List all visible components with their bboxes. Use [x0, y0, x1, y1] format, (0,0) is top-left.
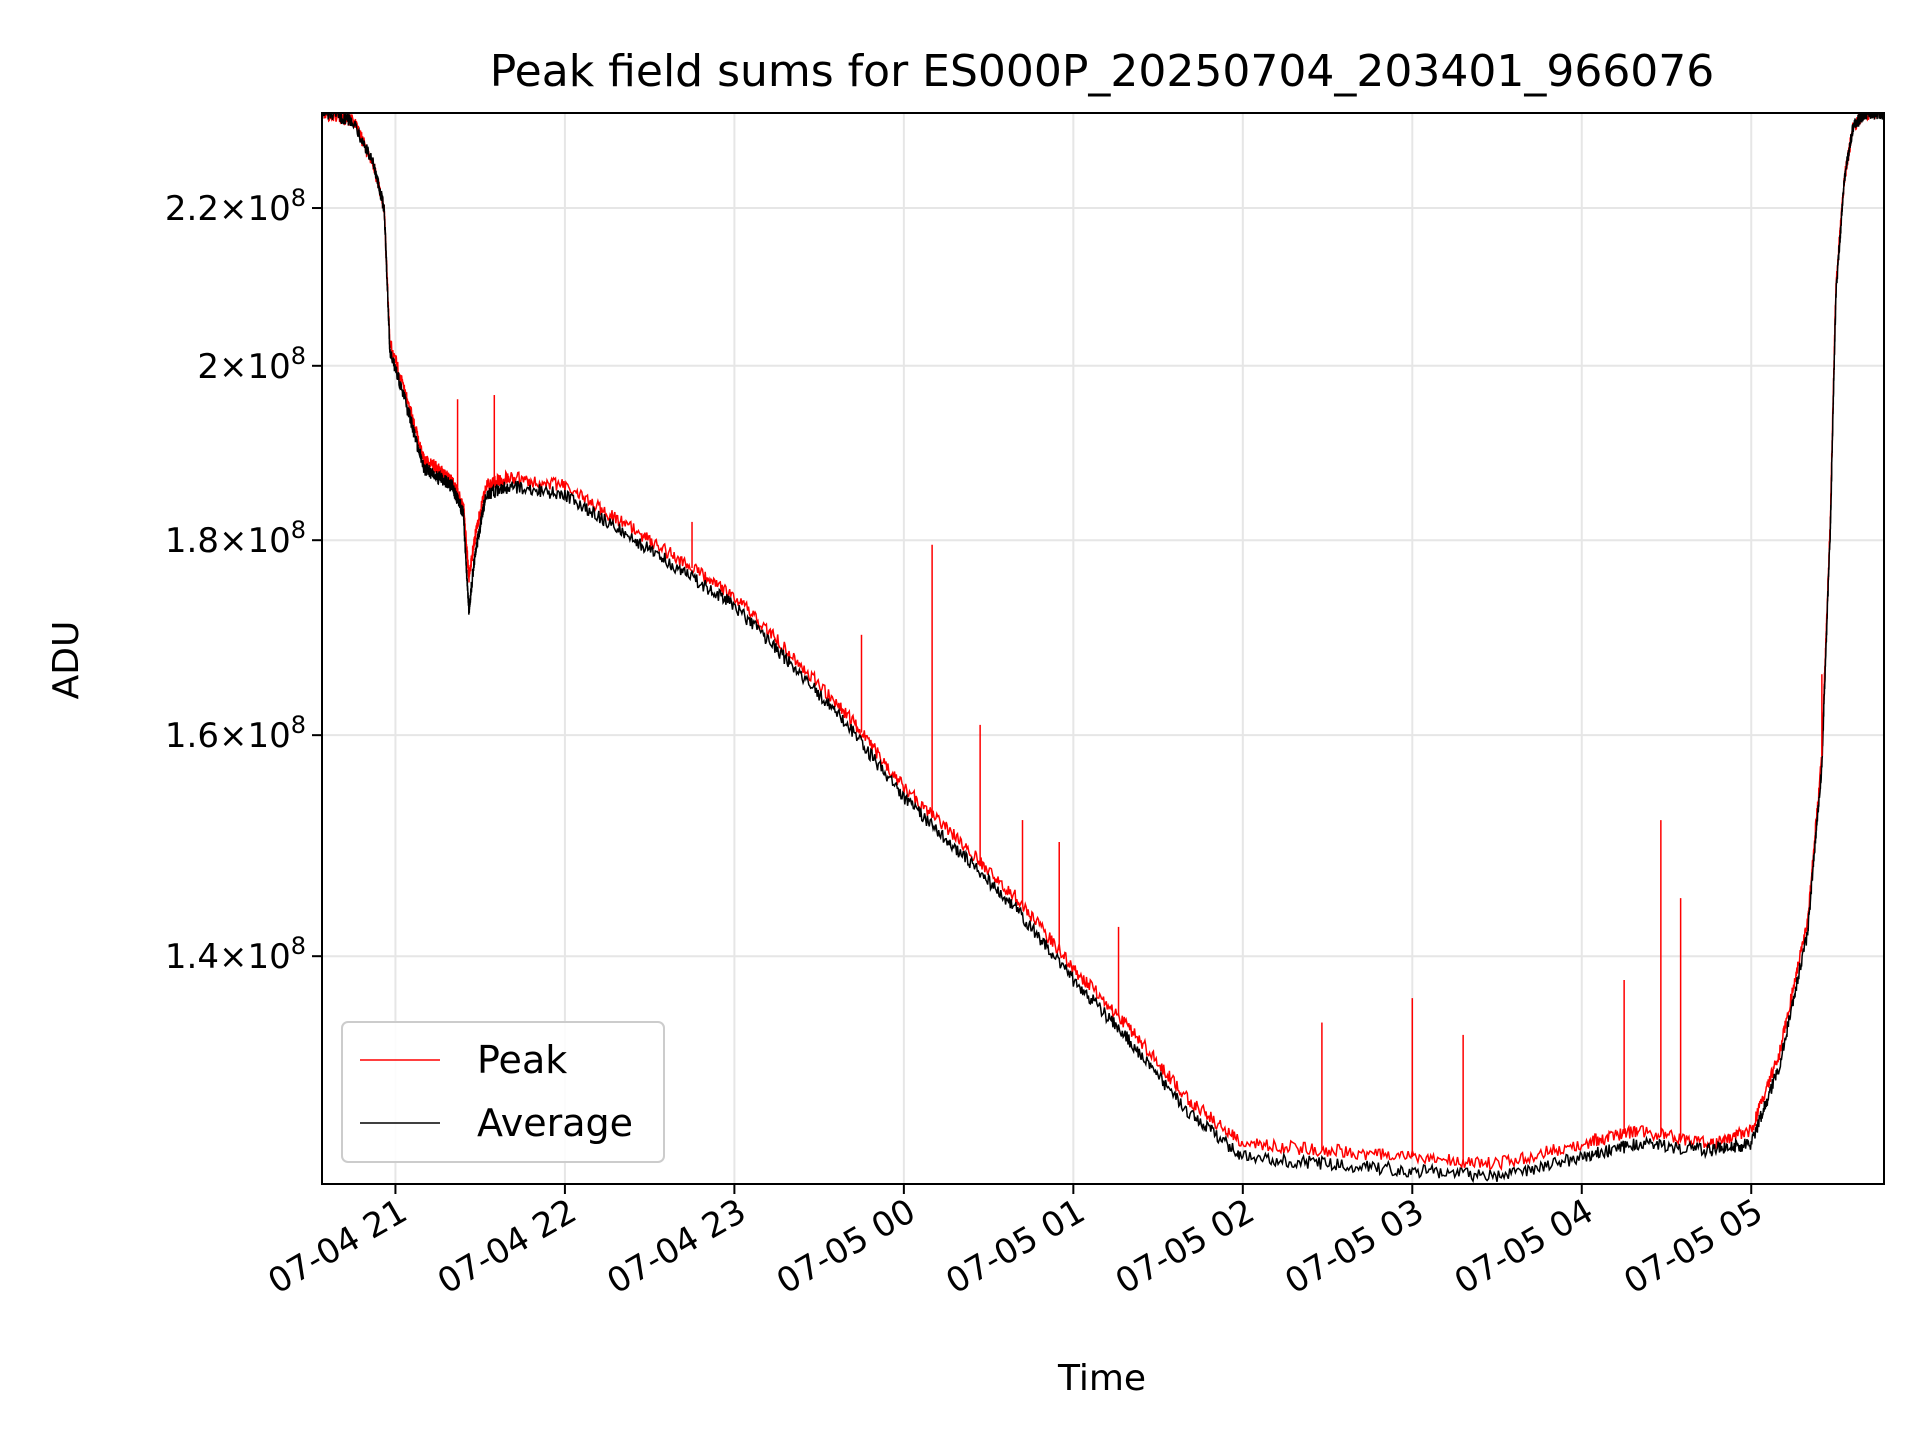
y-tick-label: 1.4×108: [165, 932, 306, 977]
axes-frame: [321, 112, 1885, 1185]
series-line-average: [322, 113, 1884, 1184]
y-tick-label: 1.8×108: [165, 516, 306, 561]
y-axis: 2.2×108 2×108 1.8×108 1.6×108 1.4×108: [165, 184, 322, 977]
legend-peak-label: Peak: [477, 1038, 567, 1082]
legend: Peak Average: [341, 1021, 665, 1163]
chart-title: Peak field sums for ES000P_20250704_2034…: [490, 46, 1715, 97]
y-axis-label: ADU: [46, 621, 87, 700]
grid: [322, 113, 1884, 1184]
plot-area: [322, 113, 1884, 1184]
y-tick-label: 1.6×108: [165, 711, 306, 756]
y-tick-label: 2.2×108: [165, 184, 306, 229]
x-axis-label: Time: [1057, 1358, 1146, 1399]
legend-box: [341, 1021, 665, 1163]
legend-average-label: Average: [477, 1101, 633, 1145]
y-tick-label: 2×108: [197, 342, 306, 387]
